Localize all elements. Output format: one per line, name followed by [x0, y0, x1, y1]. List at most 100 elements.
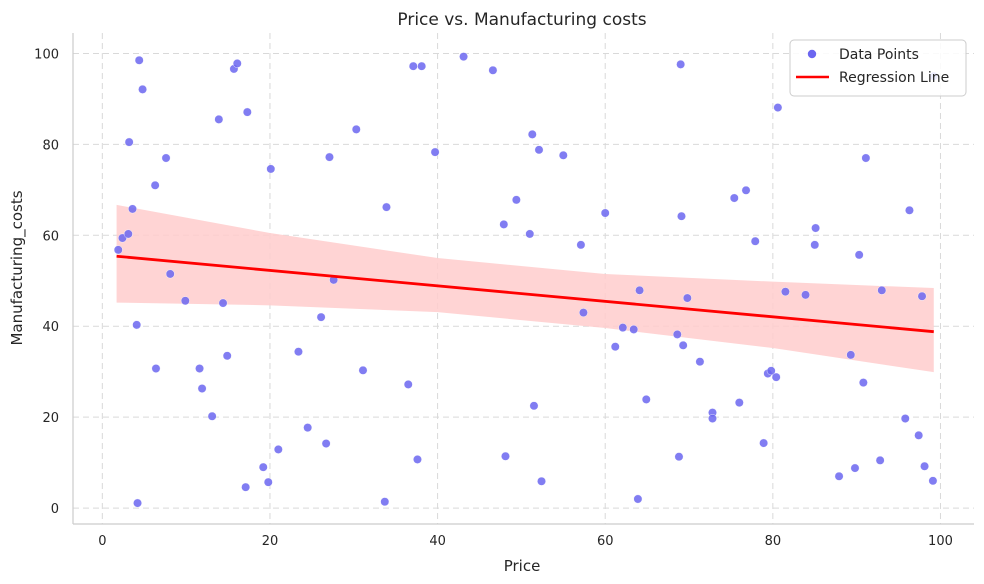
data-point-38 — [403, 380, 413, 389]
data-point-2 — [123, 229, 133, 239]
data-point-26 — [266, 164, 276, 174]
chart-title: Price vs. Manufacturing costs — [397, 10, 646, 30]
data-point-90 — [861, 153, 871, 163]
data-point-30 — [316, 312, 326, 322]
data-point-18 — [218, 298, 228, 308]
data-point-48 — [525, 229, 535, 239]
data-point-44 — [488, 65, 498, 75]
data-point-24 — [258, 462, 268, 472]
data-point-50 — [529, 401, 539, 411]
legend-label-data-points: Data Points — [839, 47, 919, 63]
data-point-66 — [678, 340, 688, 350]
data-point-36 — [380, 497, 390, 507]
data-point-97 — [920, 461, 929, 471]
data-point-10 — [151, 364, 161, 373]
data-point-55 — [579, 308, 588, 317]
data-point-0 — [113, 245, 123, 255]
data-point-57 — [610, 342, 620, 352]
data-point-65 — [677, 211, 686, 221]
data-point-16 — [207, 411, 217, 421]
data-point-95 — [914, 430, 924, 440]
data-point-89 — [858, 378, 868, 388]
data-point-87 — [850, 463, 860, 473]
data-point-23 — [242, 107, 252, 117]
data-point-93 — [900, 414, 910, 423]
data-point-11 — [161, 153, 171, 163]
data-point-19 — [222, 351, 232, 361]
data-point-9 — [150, 180, 160, 190]
y-tick-label-40: 40 — [42, 320, 59, 335]
data-point-12 — [165, 269, 175, 279]
data-point-8 — [138, 84, 147, 94]
data-point-27 — [273, 445, 283, 454]
legend-box — [789, 39, 967, 97]
data-point-94 — [905, 205, 914, 215]
x-tick-label-20: 20 — [262, 534, 279, 549]
data-point-45 — [499, 219, 509, 229]
data-point-3 — [124, 137, 134, 147]
legend-label-regression-line: Regression Line — [839, 70, 949, 86]
data-point-75 — [750, 236, 760, 246]
data-point-5 — [132, 320, 142, 330]
data-point-74 — [741, 185, 751, 195]
x-tick-label-60: 60 — [597, 534, 614, 549]
data-point-56 — [600, 208, 610, 218]
y-axis-label: Manufacturing_costs — [8, 190, 27, 345]
data-point-84 — [811, 223, 820, 233]
data-point-15 — [197, 384, 207, 393]
data-point-52 — [537, 476, 546, 486]
data-point-71 — [676, 59, 686, 69]
data-point-46 — [501, 451, 510, 461]
regression-line — [116, 254, 934, 334]
data-point-81 — [781, 287, 790, 297]
data-point-64 — [674, 452, 684, 462]
data-point-4 — [128, 204, 137, 214]
x-tick-label-100: 100 — [928, 534, 953, 549]
confidence-band — [116, 204, 934, 373]
data-point-29 — [303, 423, 313, 433]
x-tick-label-0: 0 — [98, 534, 106, 549]
data-point-31 — [321, 439, 331, 448]
data-point-34 — [351, 124, 361, 134]
data-point-85 — [834, 471, 844, 481]
data-point-70 — [708, 414, 717, 423]
axes — [72, 33, 974, 525]
data-point-28 — [294, 347, 303, 357]
data-point-54 — [576, 240, 586, 250]
data-point-21 — [232, 59, 242, 68]
y-tick-label-60: 60 — [42, 229, 59, 244]
data-point-49 — [527, 129, 537, 139]
scatter-points — [113, 52, 939, 508]
data-point-86 — [846, 350, 856, 360]
y-tick-label-0: 0 — [51, 502, 59, 517]
legend: Data Points Regression Line — [789, 39, 967, 97]
data-point-78 — [766, 366, 776, 376]
data-point-59 — [629, 325, 639, 334]
data-point-92 — [877, 285, 887, 295]
confidence-band-layer — [116, 204, 934, 373]
data-point-7 — [134, 55, 144, 65]
data-point-96 — [917, 291, 927, 301]
data-point-98 — [928, 476, 938, 486]
data-point-35 — [358, 365, 368, 375]
data-point-68 — [695, 357, 705, 367]
regression-line-layer — [116, 254, 934, 334]
y-tick-label-20: 20 — [42, 411, 59, 426]
data-point-61 — [635, 285, 644, 295]
data-point-62 — [641, 395, 651, 404]
data-point-63 — [672, 330, 682, 339]
data-point-32 — [325, 152, 334, 162]
data-point-17 — [214, 114, 224, 124]
tick-labels: 0 20 40 60 80 100 0 20 40 60 80 100 — [34, 47, 953, 549]
data-point-42 — [430, 147, 440, 157]
data-point-51 — [534, 145, 544, 155]
data-point-67 — [682, 293, 692, 303]
y-tick-label-100: 100 — [34, 47, 59, 62]
data-point-43 — [459, 52, 468, 62]
y-tick-label-80: 80 — [42, 138, 59, 153]
x-tick-label-80: 80 — [765, 534, 782, 549]
data-point-91 — [875, 455, 885, 465]
data-point-72 — [729, 193, 739, 203]
data-point-79 — [771, 372, 781, 382]
